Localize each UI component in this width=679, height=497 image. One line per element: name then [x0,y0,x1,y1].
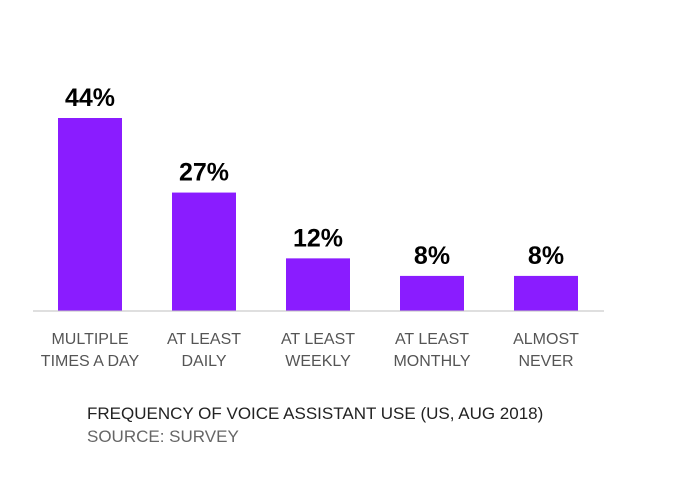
category-label-3-line-0: AT LEAST [395,331,469,348]
value-label-0: 44% [65,84,115,112]
bar-3 [400,275,464,311]
category-labels-group: MULTIPLE TIMES A DAY AT LEAST DAILY AT LEAST… [41,331,579,370]
category-label-4-line-0: ALMOST [513,331,579,348]
category-label-0-line-1: TIMES A DAY [41,353,140,370]
bars-group [58,118,578,311]
chart-caption-source: SOURCE: SURVEY [87,427,239,446]
value-label-1: 27% [179,159,229,187]
category-label-1-line-0: AT LEAST [167,331,241,348]
value-labels-group: 44% 27% 12% 8% 8% [65,84,564,270]
value-label-4: 8% [528,242,564,270]
bar-4 [514,275,578,311]
bar-1 [172,192,236,311]
category-label-0-line-0: MULTIPLE [51,331,128,348]
category-label-2-line-0: AT LEAST [281,331,355,348]
chart-caption-title: FREQUENCY OF VOICE ASSISTANT USE (US, AU… [87,404,544,423]
category-label-2-line-1: WEEKLY [285,353,351,370]
bar-0 [58,118,122,311]
value-label-2: 12% [293,224,343,252]
category-label-3-line-1: MONTHLY [393,353,470,370]
category-label-1-line-1: DAILY [181,353,226,370]
value-label-3: 8% [414,242,450,270]
bar-2 [286,258,350,311]
category-label-4-line-1: NEVER [518,353,573,370]
